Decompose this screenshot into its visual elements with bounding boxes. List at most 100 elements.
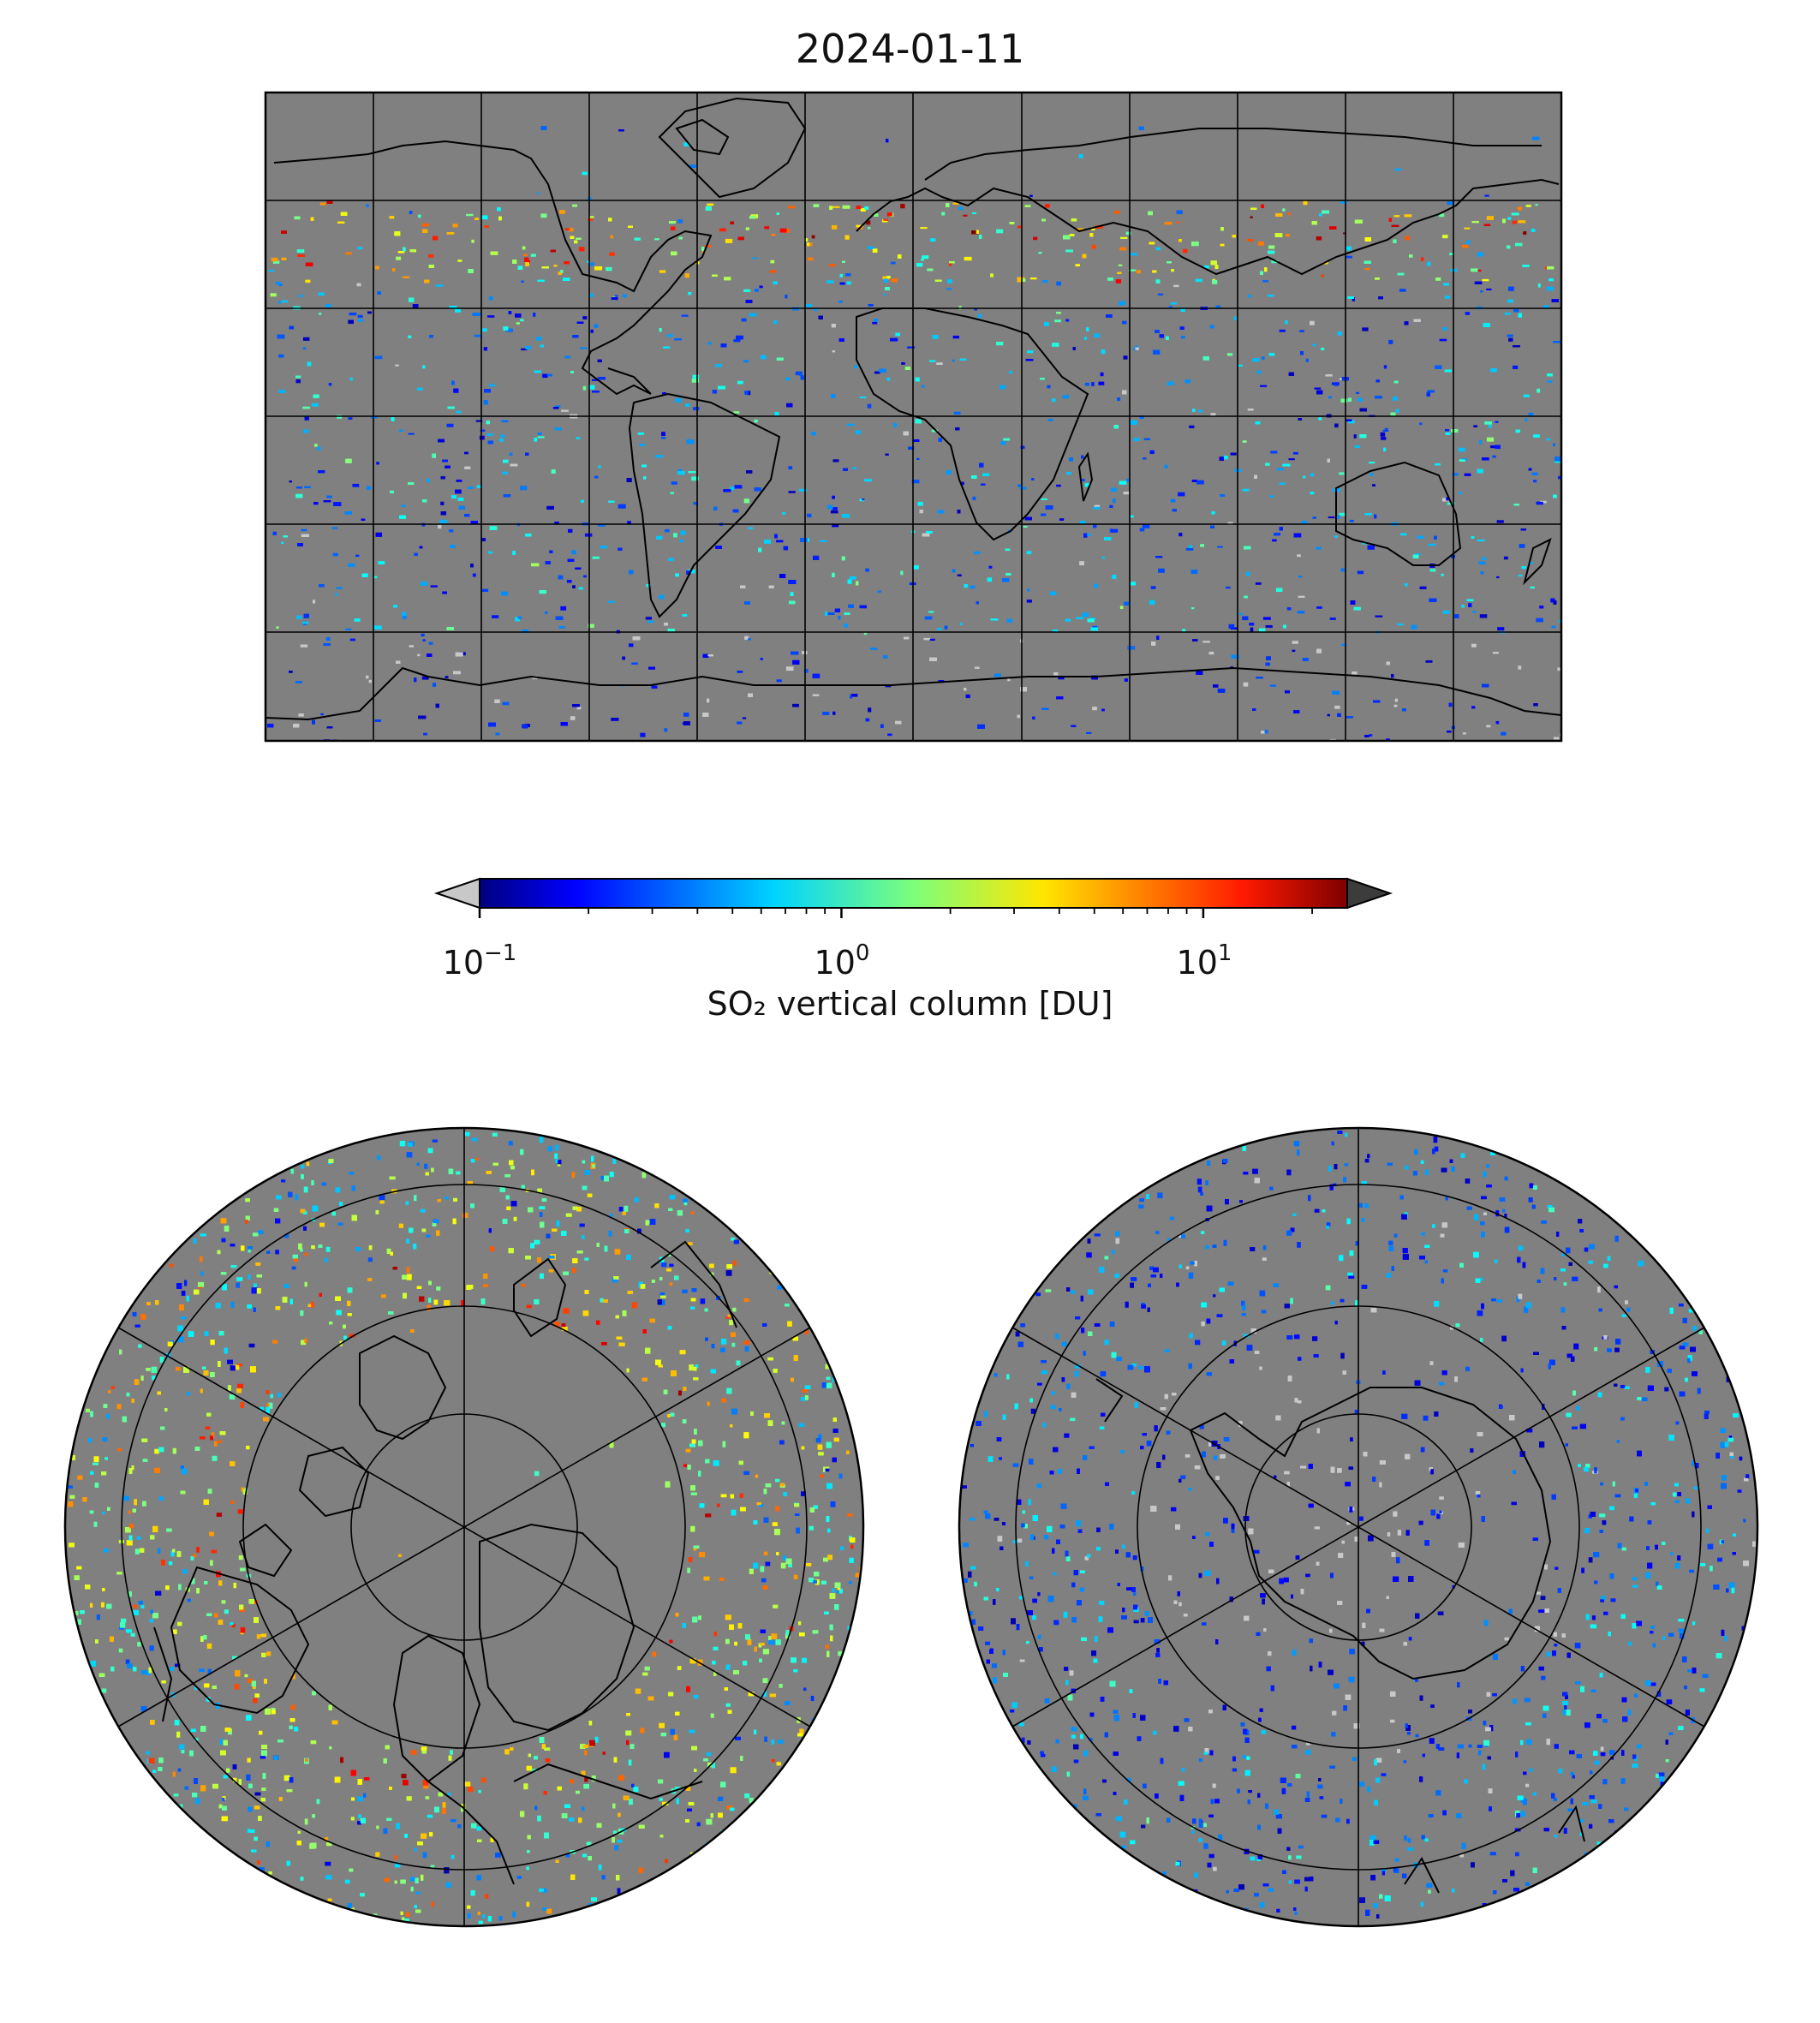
global-pixel — [572, 585, 576, 588]
global-pixel — [760, 658, 763, 660]
global-pixel — [427, 478, 430, 483]
global-pixel — [768, 585, 774, 588]
global-pixel — [1533, 480, 1537, 483]
global-pixel — [776, 679, 782, 683]
global-pixel — [678, 236, 683, 240]
global-pixel — [937, 510, 945, 514]
global-pixel — [849, 576, 856, 580]
global-pixel — [1265, 662, 1270, 666]
global-pixel — [1435, 277, 1441, 281]
global-pixel — [1020, 445, 1025, 449]
global-pixel — [743, 360, 749, 363]
global-pixel — [578, 587, 583, 590]
global-pixel — [1477, 539, 1485, 542]
global-pixel — [1122, 320, 1127, 325]
global-pixel — [1079, 521, 1086, 524]
global-pixel — [1171, 269, 1174, 272]
global-pixel — [1380, 432, 1386, 437]
global-pixel — [844, 624, 848, 628]
global-pixel — [1539, 606, 1544, 609]
global-pixel — [1553, 494, 1557, 498]
global-pixel — [340, 212, 348, 216]
global-pixel — [512, 260, 517, 264]
global-pixel — [618, 129, 624, 132]
global-pixel — [843, 468, 848, 471]
global-pixel — [867, 403, 872, 409]
global-pixel — [1329, 226, 1337, 230]
global-pixel — [759, 285, 763, 289]
north-pixel — [89, 1602, 93, 1608]
global-pixel — [1192, 409, 1196, 412]
global-pixel — [1286, 607, 1292, 611]
global-pixel — [1009, 371, 1012, 374]
global-pixel — [1327, 458, 1330, 462]
global-pixel — [1071, 725, 1077, 727]
global-pixel — [846, 281, 851, 285]
global-pixel — [1393, 380, 1399, 384]
global-pixel — [1369, 473, 1373, 476]
global-pixel — [745, 227, 749, 230]
global-pixel — [745, 300, 753, 303]
global-pixel — [572, 704, 580, 707]
global-pixel — [737, 721, 743, 725]
global-pixel — [457, 260, 462, 262]
global-pixel — [1402, 708, 1406, 712]
global-pixel — [1275, 213, 1283, 217]
global-pixel — [464, 514, 470, 517]
global-pixel — [1268, 245, 1275, 249]
global-pixel — [872, 248, 878, 253]
global-pixel — [422, 365, 426, 369]
global-pixel — [669, 221, 676, 224]
global-pixel — [1202, 356, 1209, 361]
global-pixel — [1033, 236, 1038, 241]
global-pixel — [1305, 358, 1309, 362]
global-pixel — [391, 417, 395, 421]
global-pixel — [378, 561, 385, 564]
global-pixel — [1256, 677, 1263, 679]
global-pixel — [1316, 236, 1322, 241]
global-pixel — [743, 289, 750, 292]
global-pixel — [640, 732, 646, 737]
global-pixel — [588, 218, 594, 221]
global-pixel — [584, 533, 593, 537]
global-pixel — [1447, 731, 1452, 733]
global-pixel — [1117, 397, 1121, 401]
global-pixel — [1038, 252, 1042, 254]
global-pixel — [1090, 627, 1098, 631]
global-pixel — [618, 547, 623, 551]
global-pixel — [1495, 445, 1501, 450]
global-pixel — [442, 591, 447, 594]
global-pixel — [852, 467, 857, 470]
global-pixel — [470, 564, 474, 568]
global-pixel — [1497, 627, 1505, 631]
global-pixel — [1247, 295, 1251, 298]
global-pixel — [1405, 236, 1410, 241]
global-pixel — [328, 383, 332, 386]
global-pixel — [421, 633, 425, 637]
global-pixel — [701, 247, 705, 251]
global-pixel — [850, 695, 853, 699]
global-pixel — [1047, 385, 1051, 389]
global-pixel — [1412, 554, 1419, 558]
global-pixel — [558, 272, 562, 275]
global-pixel — [428, 265, 434, 268]
global-pixel — [476, 485, 481, 488]
global-pixel — [1211, 511, 1215, 515]
global-pixel — [1198, 409, 1203, 413]
global-pixel — [1017, 714, 1020, 719]
global-pixel — [1547, 380, 1553, 383]
global-pixel — [754, 419, 758, 423]
global-pixel — [409, 249, 416, 253]
global-pixel — [1316, 648, 1322, 653]
global-pixel — [1429, 569, 1436, 572]
global-pixel — [1173, 284, 1179, 288]
global-pixel — [974, 307, 977, 311]
global-pixel — [1303, 475, 1306, 479]
global-pixel — [946, 203, 950, 207]
global-pixel — [438, 524, 442, 529]
global-pixel — [1288, 372, 1294, 376]
global-pixel — [958, 206, 964, 211]
global-pixel — [1227, 522, 1233, 525]
global-pixel — [885, 287, 890, 290]
global-pixel — [1250, 216, 1253, 218]
